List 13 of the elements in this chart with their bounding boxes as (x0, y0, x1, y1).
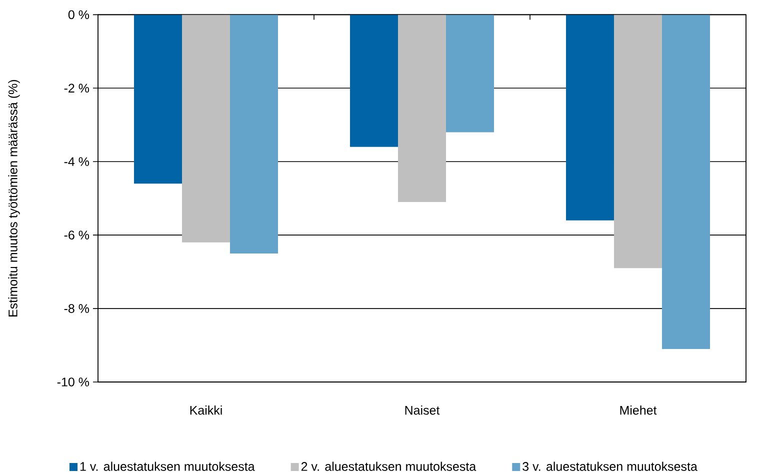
y-tick-label: -6 % (64, 230, 90, 240)
legend-label: 2 v. aluestatuksen muutoksesta (301, 462, 476, 471)
x-tick-label: Miehet (620, 406, 657, 415)
y-tick-label: -8 % (64, 304, 90, 313)
legend-label: 1 v. aluestatuksen muutoksesta (80, 462, 255, 471)
x-tick-label: Kaikki (190, 406, 222, 415)
y-tick-label: 0 % (68, 10, 90, 20)
y-tick-label: -2 % (64, 84, 90, 93)
x-tick-label: Naiset (405, 406, 440, 415)
y-tick-label: -10 % (57, 378, 90, 386)
legend-label: 3 v. aluestatuksen muutoksesta (522, 462, 698, 471)
y-axis-title: Estimoitu muutos työttömien määrässä (%) (8, 80, 20, 316)
y-tick-label: -4 % (64, 157, 90, 166)
